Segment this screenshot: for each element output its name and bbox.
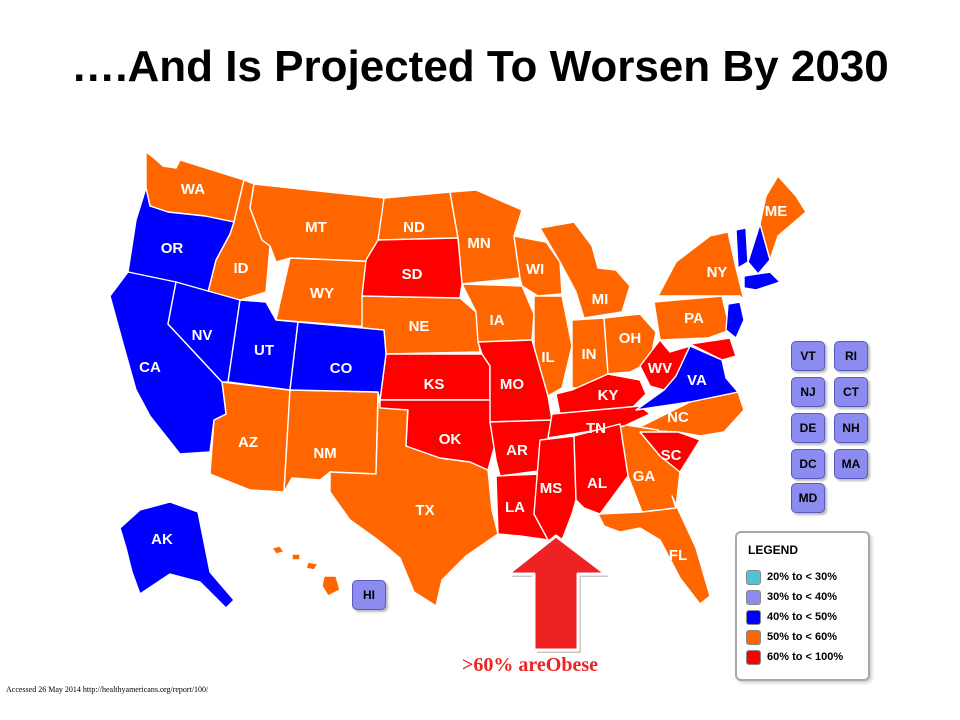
label-oh: OH xyxy=(619,330,642,347)
legend-item: 40% to < 50% xyxy=(746,609,837,625)
label-ks: KS xyxy=(424,376,445,393)
label-mn: MN xyxy=(467,235,490,252)
label-ca: CA xyxy=(139,359,161,376)
state-vt[interactable] xyxy=(735,227,749,269)
state-pa[interactable] xyxy=(653,295,731,341)
state-hi-4[interactable] xyxy=(321,575,341,597)
label-nc: NC xyxy=(667,409,689,426)
label-pa: PA xyxy=(684,310,704,327)
label-wv: WV xyxy=(648,360,672,377)
label-tn: TN xyxy=(586,420,606,437)
state-me[interactable] xyxy=(759,175,807,261)
small-state-ct[interactable]: CT xyxy=(834,377,868,407)
label-mt: MT xyxy=(305,219,327,236)
label-nm: NM xyxy=(313,445,336,462)
legend-title: LEGEND xyxy=(748,543,799,557)
small-state-nj[interactable]: NJ xyxy=(791,377,825,407)
legend-swatch xyxy=(746,629,761,645)
label-al: AL xyxy=(587,475,607,492)
label-me: ME xyxy=(765,203,788,220)
legend-label: 40% to < 50% xyxy=(767,611,838,623)
state-mi[interactable] xyxy=(539,221,631,319)
label-ky: KY xyxy=(598,387,619,404)
label-ia: IA xyxy=(490,312,505,329)
state-ak[interactable] xyxy=(119,501,235,609)
state-tn[interactable] xyxy=(547,405,651,439)
legend-swatch xyxy=(746,589,761,605)
legend-item: 50% to < 60% xyxy=(746,629,837,645)
label-tx: TX xyxy=(415,502,434,519)
label-nd: ND xyxy=(403,219,425,236)
state-sc[interactable] xyxy=(639,431,701,473)
legend-label: 20% to < 30% xyxy=(767,571,838,583)
state-hi-3[interactable] xyxy=(305,561,319,571)
page-title: ….And Is Projected To Worsen By 2030 xyxy=(71,42,889,91)
state-fl[interactable] xyxy=(597,495,711,605)
label-ga: GA xyxy=(633,468,656,485)
state-sd[interactable] xyxy=(361,237,463,299)
small-state-nh[interactable]: NH xyxy=(834,413,868,443)
legend-swatch xyxy=(746,649,761,665)
state-nv[interactable] xyxy=(167,281,241,383)
state-ar[interactable] xyxy=(489,419,553,477)
label-va: VA xyxy=(687,372,707,389)
label-ny: NY xyxy=(707,264,728,281)
label-ut: UT xyxy=(254,342,274,359)
annotation-text: >60% areObese xyxy=(462,654,599,676)
label-mi: MI xyxy=(592,291,609,308)
small-state-de[interactable]: DE xyxy=(791,413,825,443)
state-nj[interactable] xyxy=(725,301,745,339)
state-nh[interactable] xyxy=(747,223,771,275)
state-hi[interactable] xyxy=(271,545,285,555)
label-in: IN xyxy=(582,346,597,363)
legend-swatch xyxy=(746,569,761,585)
label-mo: MO xyxy=(500,376,524,393)
legend-label: 50% to < 60% xyxy=(767,631,838,643)
state-wi[interactable] xyxy=(513,235,563,297)
state-co[interactable] xyxy=(289,321,387,401)
legend-label: 30% to < 40% xyxy=(767,591,838,603)
legend: LEGEND 20% to < 30% 30% to < 40% 40% to … xyxy=(735,531,870,681)
label-fl: FL xyxy=(669,547,687,564)
label-la: LA xyxy=(505,499,525,516)
legend-item: 60% to < 100% xyxy=(746,649,843,665)
label-ms: MS xyxy=(540,480,563,497)
small-state-dc[interactable]: DC xyxy=(791,449,825,479)
state-ma[interactable] xyxy=(743,271,781,291)
state-ny[interactable] xyxy=(657,231,745,301)
label-wy: WY xyxy=(310,285,334,302)
label-il: IL xyxy=(541,349,554,366)
small-state-vt[interactable]: VT xyxy=(791,341,825,371)
legend-swatch xyxy=(746,609,761,625)
state-hi-2[interactable] xyxy=(291,553,301,561)
legend-item: 20% to < 30% xyxy=(746,569,837,585)
legend-label: 60% to < 100% xyxy=(767,651,844,663)
label-co: CO xyxy=(330,360,353,377)
legend-item: 30% to < 40% xyxy=(746,589,837,605)
state-or[interactable] xyxy=(127,187,235,293)
label-wa: WA xyxy=(181,181,205,198)
state-va[interactable] xyxy=(635,345,739,411)
source-citation: Accessed 26 May 2014 http://healthyameri… xyxy=(6,685,209,694)
label-or: OR xyxy=(161,240,184,257)
label-ne: NE xyxy=(409,318,430,335)
small-state-ri[interactable]: RI xyxy=(834,341,868,371)
small-state-hi[interactable]: HI xyxy=(352,580,386,610)
label-sd: SD xyxy=(402,266,423,283)
small-state-md[interactable]: MD xyxy=(791,483,825,513)
label-az: AZ xyxy=(238,434,258,451)
label-wi: WI xyxy=(526,261,544,278)
label-ak: AK xyxy=(151,531,173,548)
label-nv: NV xyxy=(192,327,213,344)
label-sc: SC xyxy=(661,447,682,464)
state-al[interactable] xyxy=(573,423,629,515)
small-state-ma[interactable]: MA xyxy=(834,449,868,479)
label-id: ID xyxy=(234,260,249,277)
label-ar: AR xyxy=(506,442,528,459)
up-arrow-icon xyxy=(506,534,609,653)
label-ok: OK xyxy=(439,431,462,448)
